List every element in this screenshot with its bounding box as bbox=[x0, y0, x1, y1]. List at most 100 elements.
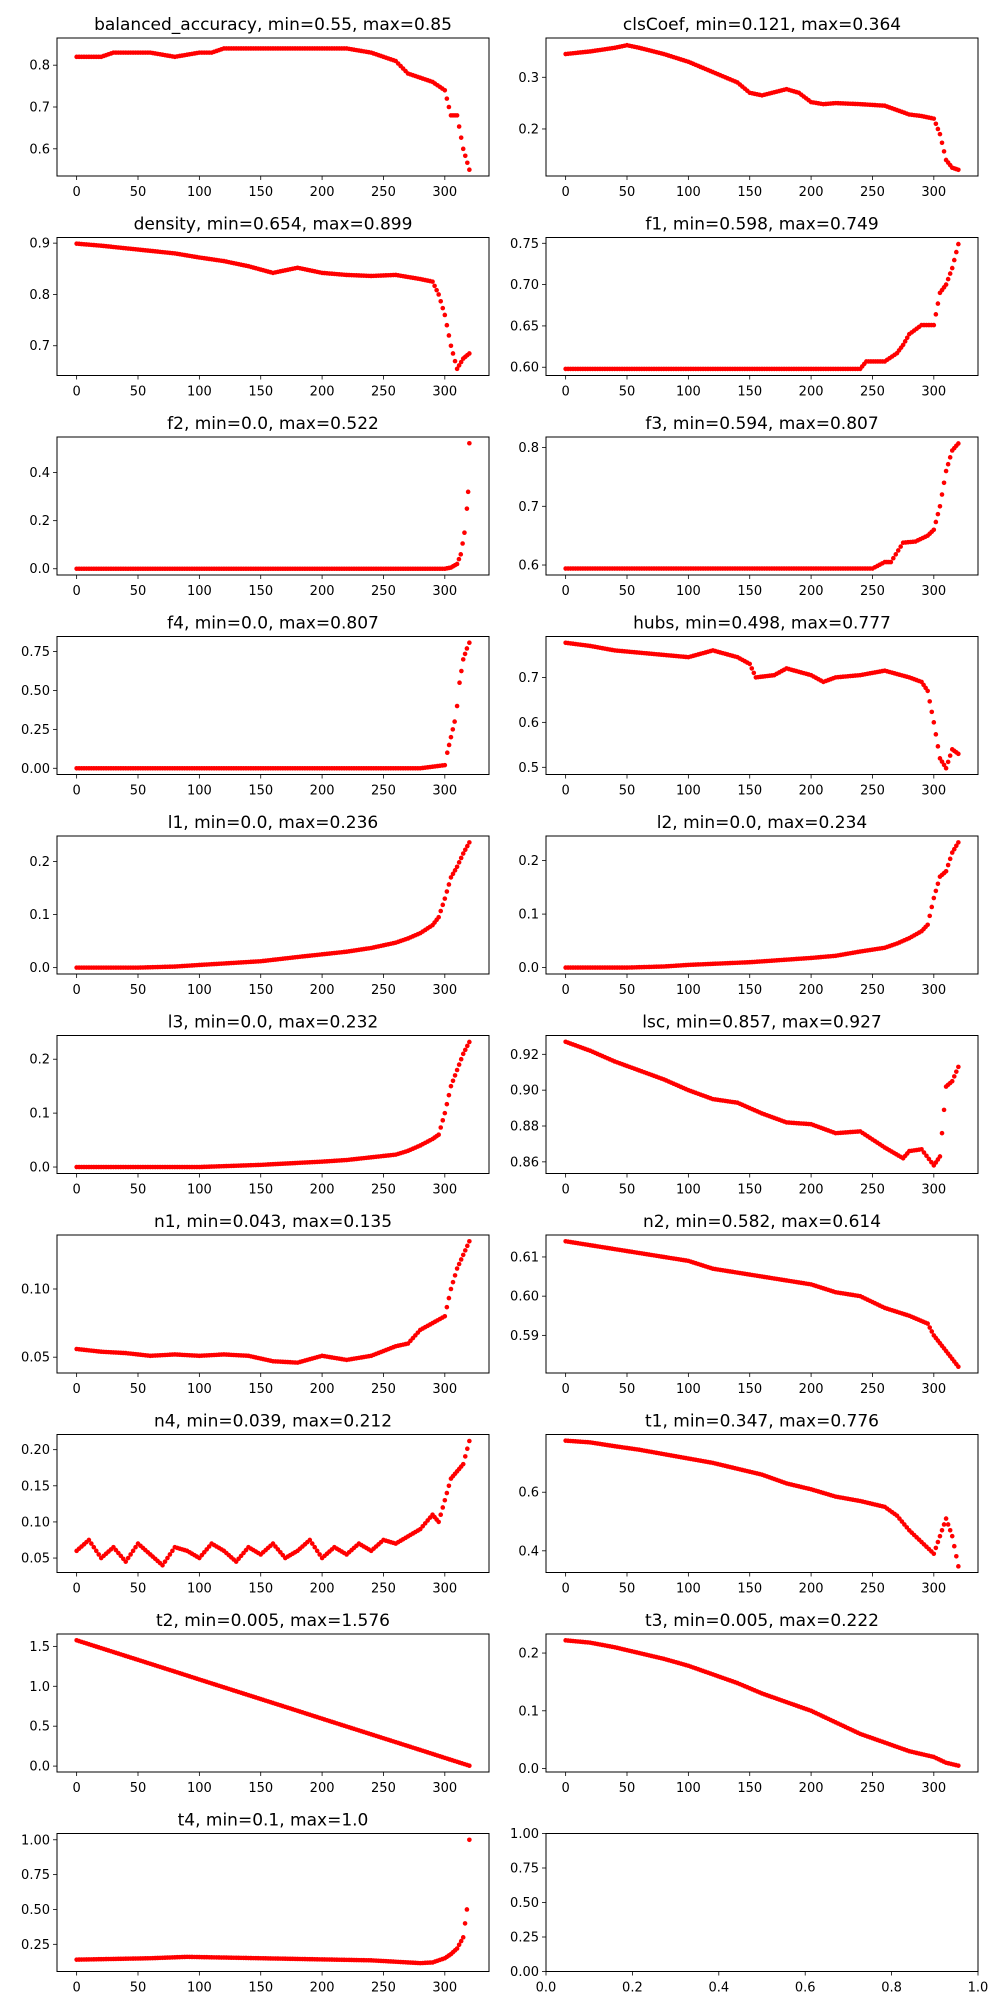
data-point bbox=[939, 1130, 945, 1136]
subplot-2: density, min=0.654, max=0.899 0 50 100 150 20… bbox=[29, 215, 490, 400]
data-point bbox=[931, 1551, 937, 1557]
data-point bbox=[895, 548, 901, 553]
x-tick-label: 100 bbox=[187, 584, 212, 599]
data-point bbox=[436, 914, 441, 920]
x-tick-label: 50 bbox=[130, 983, 147, 998]
subplot-title: l2, min=0.0, max=0.234 bbox=[657, 813, 867, 833]
y-tick-label: 0.61 bbox=[510, 1250, 539, 1265]
data-point bbox=[925, 688, 930, 694]
x-tick-label: 0 bbox=[561, 983, 569, 998]
data-point bbox=[925, 922, 930, 928]
y-tick-label: 0.9 bbox=[29, 237, 50, 252]
y-tick-label: 0.1 bbox=[29, 908, 50, 923]
axes-frame bbox=[56, 37, 490, 177]
y-tick-label: 0.2 bbox=[29, 514, 50, 529]
x-tick-label: 100 bbox=[187, 1582, 212, 1597]
x-tick-label: 100 bbox=[187, 983, 212, 998]
data-point bbox=[444, 750, 450, 756]
subplot-12: n1, min=0.043, max=0.135 0 50 100 150 200 250 3… bbox=[21, 1212, 490, 1397]
y-tick-label: 0.10 bbox=[21, 1283, 50, 1298]
data-point bbox=[309, 1541, 315, 1546]
data-point bbox=[943, 282, 949, 287]
data-point bbox=[467, 351, 472, 356]
x-tick-label: 250 bbox=[371, 1981, 396, 1996]
subplot-title: hubs, min=0.498, max=0.777 bbox=[633, 614, 891, 634]
y-tick-label: 0.5 bbox=[29, 1720, 50, 1735]
data-point bbox=[937, 503, 943, 509]
data-point bbox=[448, 1286, 454, 1292]
data-point bbox=[452, 719, 457, 724]
y-tick-label: 1.00 bbox=[510, 1827, 539, 1842]
data-point bbox=[448, 734, 454, 740]
x-tick-label: 50 bbox=[130, 385, 147, 400]
data-point bbox=[452, 868, 458, 873]
y-tick-label: 0.60 bbox=[510, 1290, 539, 1305]
subplot-10: l3, min=0.0, max=0.232 0 50 100 150 200 250 300… bbox=[29, 1013, 490, 1198]
axes-frame bbox=[545, 1833, 979, 1972]
x-tick-label: 250 bbox=[860, 1183, 885, 1198]
axes-frame bbox=[56, 835, 490, 975]
data-point bbox=[462, 847, 468, 853]
x-tick-label: 150 bbox=[737, 784, 762, 799]
data-point bbox=[941, 762, 947, 768]
data-point bbox=[462, 1921, 468, 1926]
data-point bbox=[951, 846, 957, 852]
data-point bbox=[939, 140, 945, 146]
series-l3 bbox=[74, 1039, 472, 1170]
y-tick-label: 0.6 bbox=[518, 559, 539, 574]
x-tick-label: 0.4 bbox=[708, 1981, 729, 1996]
data-point bbox=[921, 1150, 927, 1155]
x-tick-label: 50 bbox=[130, 185, 147, 200]
x-tick-label: 300 bbox=[432, 1183, 457, 1198]
x-tick-label: 250 bbox=[860, 784, 885, 799]
x-tick-label: 150 bbox=[248, 1183, 273, 1198]
x-tick-label: 200 bbox=[310, 784, 335, 799]
subplot-title: t1, min=0.347, max=0.776 bbox=[645, 1412, 879, 1432]
x-tick-label: 100 bbox=[187, 784, 212, 799]
data-point bbox=[462, 651, 468, 657]
data-point bbox=[941, 1107, 947, 1113]
x-tick-label: 200 bbox=[310, 1183, 335, 1198]
x-tick-label: 250 bbox=[860, 185, 885, 200]
data-point bbox=[167, 1552, 173, 1557]
data-point bbox=[438, 1512, 444, 1517]
y-tick-label: 0.2 bbox=[518, 122, 539, 137]
data-point bbox=[465, 489, 471, 495]
y-tick-label: 0.75 bbox=[21, 645, 50, 660]
x-tick-label: 250 bbox=[371, 584, 396, 599]
data-point bbox=[440, 1505, 446, 1510]
data-point bbox=[165, 1555, 170, 1561]
y-tick-label: 0.88 bbox=[510, 1120, 539, 1135]
data-point bbox=[945, 461, 951, 467]
data-point bbox=[454, 1266, 460, 1271]
y-tick-label: 0.59 bbox=[510, 1329, 539, 1344]
data-point bbox=[460, 657, 466, 662]
axes-frame bbox=[545, 1434, 979, 1573]
subplot-title: density, min=0.654, max=0.899 bbox=[134, 215, 413, 235]
data-point bbox=[160, 1562, 165, 1568]
data-point bbox=[467, 640, 472, 646]
data-point bbox=[925, 1321, 930, 1326]
x-tick-label: 150 bbox=[737, 584, 762, 599]
data-point bbox=[444, 1490, 450, 1496]
axes-frame bbox=[56, 1833, 490, 1972]
data-point bbox=[91, 1544, 97, 1550]
data-point bbox=[438, 908, 444, 914]
data-point bbox=[170, 1548, 175, 1554]
y-tick-label: 0.92 bbox=[510, 1048, 539, 1063]
data-point bbox=[927, 699, 933, 704]
x-tick-label: 50 bbox=[130, 1981, 147, 1996]
y-tick-label: 0.75 bbox=[510, 237, 539, 252]
data-point bbox=[444, 322, 450, 328]
x-tick-label: 200 bbox=[310, 1382, 335, 1397]
series-t3 bbox=[563, 1638, 961, 1768]
x-tick-label: 150 bbox=[248, 584, 273, 599]
y-tick-label: 0.3 bbox=[518, 71, 539, 86]
x-tick-label: 250 bbox=[860, 1382, 885, 1397]
axes-frame bbox=[56, 1633, 490, 1773]
data-point bbox=[450, 727, 456, 732]
data-point bbox=[939, 759, 945, 764]
data-point bbox=[954, 249, 959, 255]
data-point bbox=[446, 1483, 452, 1489]
data-point bbox=[954, 1553, 959, 1559]
